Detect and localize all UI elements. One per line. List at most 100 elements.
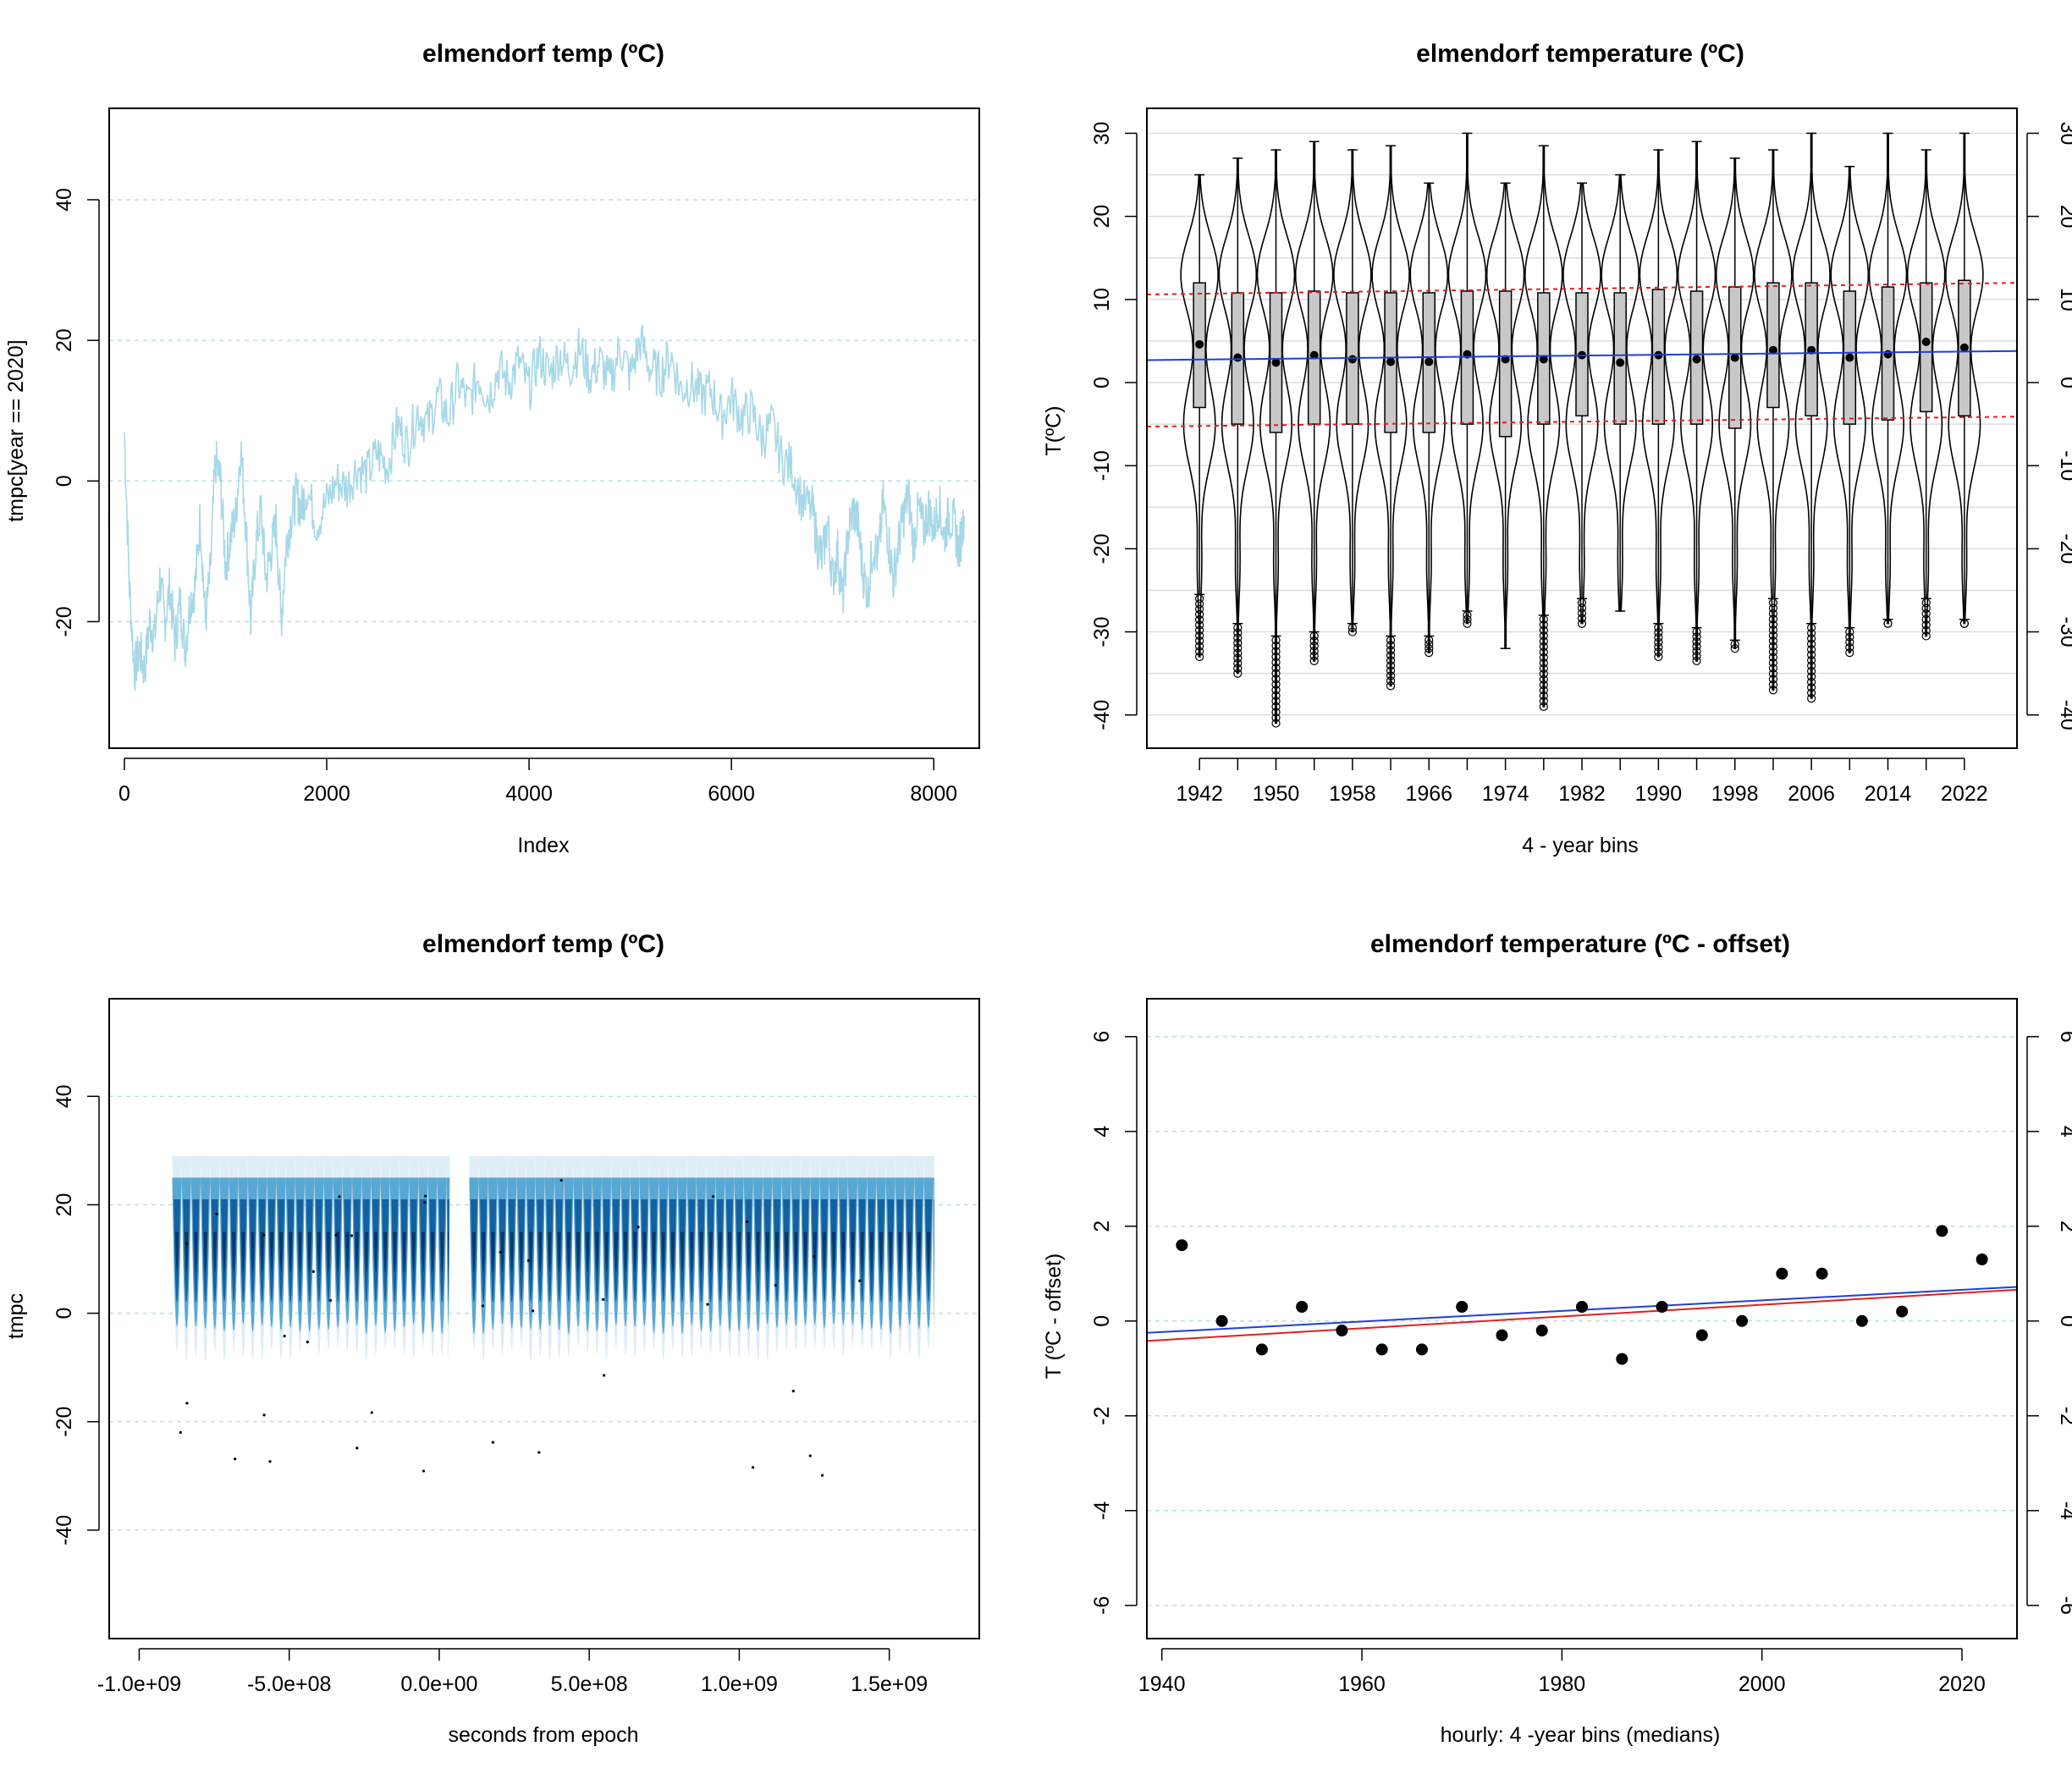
- p1-y-tick-label-0: -20: [52, 606, 76, 636]
- p2-outlier-1990-1: [1654, 628, 1663, 637]
- p3-year-band-core-52: [681, 1231, 685, 1273]
- p3-year-band-core-22: [383, 1231, 388, 1273]
- p2-outlier-1950-2: [1271, 647, 1281, 656]
- p2-outlier-1954-0: [1309, 631, 1319, 641]
- p2-outlier-2006-1: [1807, 628, 1816, 638]
- p2-median-1954: [1309, 350, 1319, 360]
- p3-year-band-core-68: [832, 1231, 836, 1273]
- p2-outlier-1998-1: [1730, 644, 1739, 653]
- p2-outlier-1950-4: [1271, 658, 1281, 667]
- p4-y-tick-label-6: 6: [1090, 1031, 1114, 1043]
- p3-year-band-core-55: [708, 1231, 713, 1273]
- p3-outlier-point-19: [751, 1466, 755, 1469]
- p2-outlier-2014-1: [1883, 619, 1893, 628]
- p4-y-tick-right-label-1: -4: [2056, 1501, 2072, 1520]
- p3-outlier-point-5: [858, 1279, 862, 1282]
- p3-outlier-point-17: [813, 1255, 816, 1259]
- p2-median-1962: [1386, 357, 1396, 366]
- p3-year-band-core-74: [889, 1231, 893, 1273]
- p2-outlier-1950-12: [1271, 702, 1281, 712]
- p4-x-tick-label-1: 1960: [1338, 1672, 1386, 1696]
- p2-box-2002: [1766, 282, 1780, 409]
- p3-x-tick-label-3: 5.0e+08: [551, 1672, 628, 1696]
- p3-x-tick-label-5: 1.5e+09: [851, 1672, 928, 1696]
- p3-x-tick-label-1: -5.0e+08: [247, 1672, 331, 1696]
- p4-point-2014: [1896, 1305, 1909, 1318]
- p2-outlier-1982-0: [1577, 598, 1587, 608]
- p3-year-band-core-25: [411, 1231, 416, 1273]
- p3-year-band-core-63: [785, 1231, 789, 1273]
- p4-x-tick-label-3: 2000: [1739, 1672, 1786, 1696]
- p4-y-tick-label-4: 2: [1090, 1220, 1114, 1232]
- p2-outlier-1950-6: [1271, 669, 1281, 678]
- p3-year-band-core-9: [260, 1231, 264, 1273]
- p1-x-axis-label: Index: [517, 834, 570, 857]
- p3-year-band-core-12: [289, 1231, 293, 1273]
- p2-outlier-2002-11: [1768, 658, 1778, 668]
- p2-outlier-2006-8: [1807, 666, 1816, 676]
- p2-outlier-2010-3: [1845, 642, 1854, 653]
- p2-outlier-1962-3: [1386, 651, 1396, 660]
- p2-trend-line: [1146, 350, 2018, 361]
- chart-panel-density-epoch: elmendorf temp (ºC) seconds from epoch t…: [4, 930, 980, 1747]
- p3-y-tick-label-4: 40: [52, 1084, 76, 1108]
- p3-year-band-core-41: [576, 1231, 581, 1273]
- p2-outlier-1994-1: [1692, 632, 1701, 642]
- p2-outlier-1978-9: [1539, 664, 1548, 673]
- p2-outlier-1946-2: [1233, 633, 1243, 642]
- p3-year-band-core-16: [327, 1231, 331, 1273]
- p2-outlier-1994-3: [1692, 642, 1701, 651]
- p3-year-band-core-46: [623, 1231, 627, 1273]
- p2-median-1942: [1195, 339, 1204, 349]
- p3-year-band-core-66: [813, 1231, 817, 1273]
- p4-y-tick-label-2: -2: [1090, 1407, 1114, 1425]
- p2-median-2018: [1921, 337, 1931, 346]
- p2-outlier-1942-0: [1195, 594, 1204, 603]
- p2-outlier-1994-4: [1692, 647, 1701, 656]
- p3-outlier-point-26: [306, 1341, 309, 1344]
- p2-outlier-1978-6: [1539, 647, 1548, 657]
- p4-point-1990: [1656, 1301, 1668, 1313]
- p2-outlier-2006-5: [1807, 650, 1816, 659]
- p3-outlier-point-8: [423, 1194, 427, 1198]
- p2-outlier-2006-2: [1807, 634, 1816, 643]
- p3-year-band-core-70: [851, 1231, 855, 1273]
- p2-outlier-1962-2: [1386, 646, 1396, 655]
- p4-x-tick-label-2: 1980: [1539, 1672, 1586, 1696]
- p2-upper-band-line: [1146, 282, 2018, 295]
- p2-x-tick-label-7: 1998: [1711, 782, 1759, 806]
- p2-outlier-2010-2: [1845, 637, 1854, 647]
- p3-year-band-core-19: [355, 1231, 359, 1273]
- p4-x-axis-label: hourly: 4 -year bins (medians): [1441, 1723, 1721, 1747]
- p3-year-band-core-67: [822, 1231, 826, 1273]
- p2-outlier-2006-4: [1807, 645, 1816, 654]
- p2-outlier-1950-1: [1271, 641, 1281, 651]
- p2-outlier-2002-7: [1768, 636, 1778, 646]
- p3-x-tick-label-2: 0.0e+00: [400, 1672, 477, 1696]
- p4-point-2010: [1855, 1314, 1868, 1327]
- p2-outlier-1950-14: [1271, 713, 1281, 723]
- p3-outlier-point-27: [791, 1390, 795, 1393]
- p2-outlier-2002-2: [1768, 609, 1778, 619]
- p2-y-tick-right-label-4: 0: [2056, 377, 2072, 388]
- p2-outlier-2006-10: [1807, 677, 1816, 686]
- p2-x-tick-label-8: 2006: [1788, 782, 1835, 806]
- p3-x-axis-label: seconds from epoch: [448, 1723, 638, 1747]
- p2-median-1946: [1233, 353, 1243, 362]
- p3-outlier-point-4: [311, 1270, 315, 1273]
- p3-year-band-core-49: [652, 1231, 656, 1273]
- p2-outlier-1942-2: [1195, 604, 1204, 614]
- p3-year-band-core-65: [803, 1231, 807, 1273]
- p2-y-tick-right-label-1: -30: [2056, 616, 2072, 647]
- p3-year-band-core-32: [491, 1231, 495, 1273]
- p2-box-2018: [1919, 282, 1933, 413]
- p2-outlier-1954-3: [1309, 647, 1319, 656]
- p3-year-band-core-18: [345, 1231, 350, 1273]
- p2-outlier-1946-7: [1233, 658, 1243, 668]
- p2-y-tick-right-label-2: -20: [2056, 533, 2072, 564]
- p3-outlier-point-39: [706, 1303, 709, 1306]
- p4-x-tick-label-4: 2020: [1938, 1672, 1986, 1696]
- p2-outlier-1978-0: [1539, 614, 1548, 624]
- p3-outlier-point-20: [355, 1446, 359, 1450]
- p2-outlier-1966-1: [1424, 640, 1434, 649]
